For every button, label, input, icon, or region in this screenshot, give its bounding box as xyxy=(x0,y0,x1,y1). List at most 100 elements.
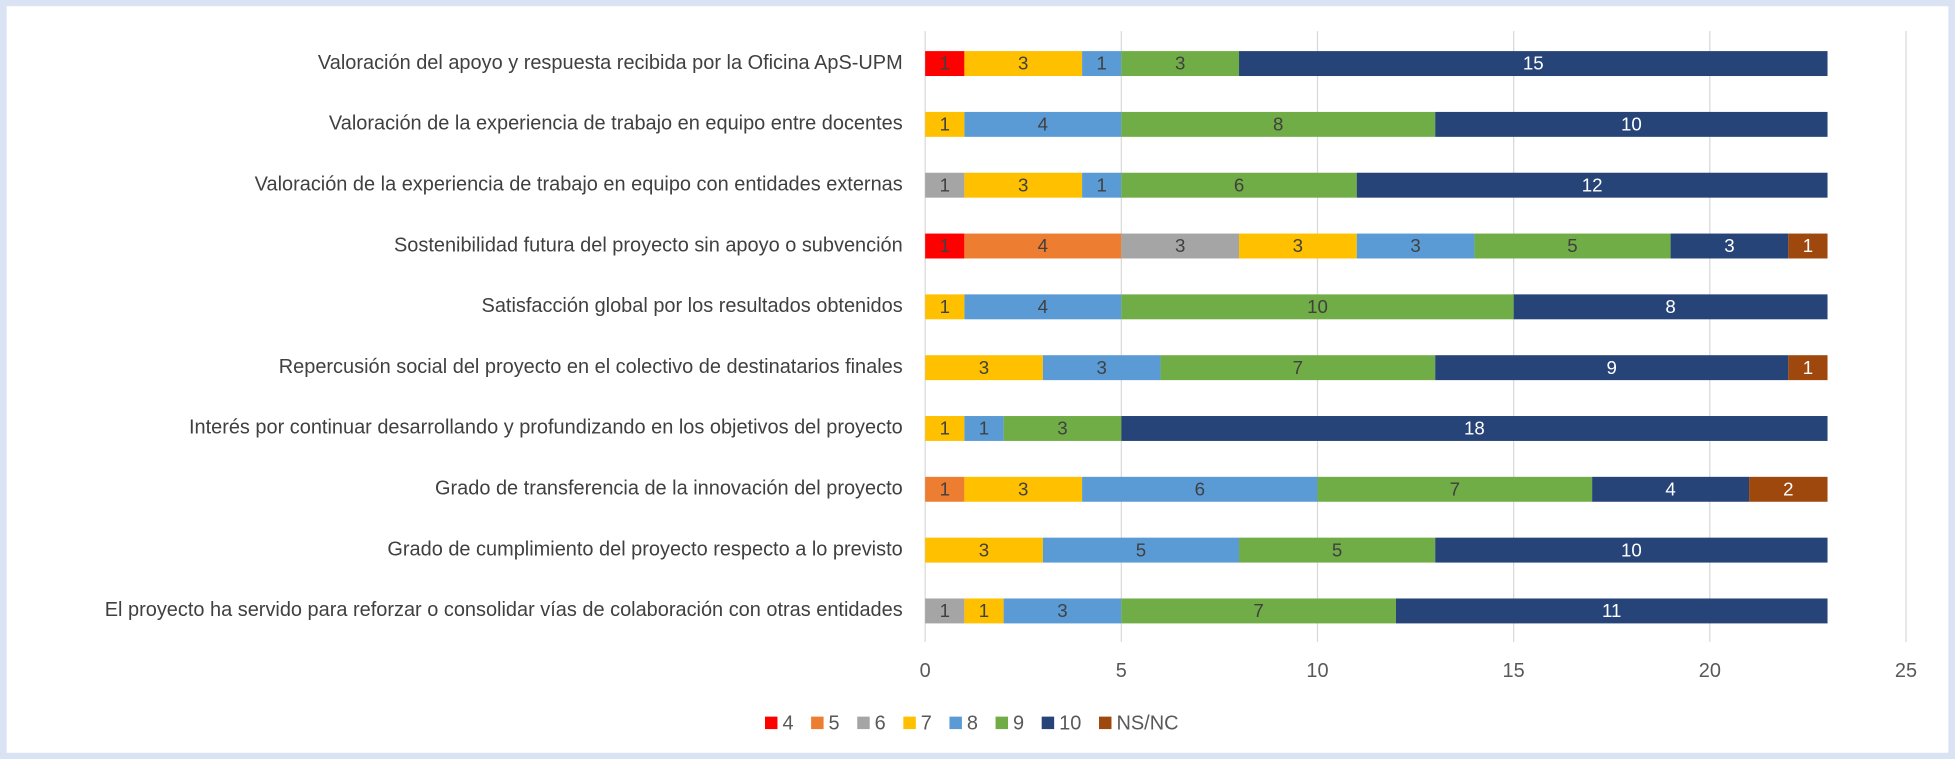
data-label: 1 xyxy=(940,478,950,499)
bar-segment xyxy=(1121,51,1240,77)
legend-label: 10 xyxy=(1059,712,1081,734)
data-label: 3 xyxy=(1018,53,1028,74)
bar-segment xyxy=(964,111,1122,137)
data-label: 1 xyxy=(940,174,950,195)
data-label: 6 xyxy=(1195,478,1205,499)
bar-segment xyxy=(925,172,965,198)
bar-segment xyxy=(1121,294,1514,320)
x-tick-label: 25 xyxy=(1895,660,1917,682)
data-label: 4 xyxy=(1038,114,1048,135)
legend-label: 4 xyxy=(782,712,793,734)
bar-segment xyxy=(925,51,965,77)
data-label: 1 xyxy=(940,114,950,135)
bar-segment xyxy=(925,233,965,259)
bar-segment xyxy=(1160,355,1436,381)
category-label: Valoración de la experiencia de trabajo … xyxy=(329,113,903,135)
data-label: 7 xyxy=(1253,600,1263,621)
bar-segment xyxy=(964,416,1004,441)
bar-segment xyxy=(1239,537,1436,563)
data-label: 3 xyxy=(1410,235,1420,256)
data-label: 4 xyxy=(1665,478,1675,499)
category-label: Valoración del apoyo y respuesta recibid… xyxy=(318,52,903,74)
legend-swatch xyxy=(949,716,962,730)
data-label: 10 xyxy=(1621,539,1642,560)
legend-label: 5 xyxy=(829,712,840,734)
bar-segment xyxy=(964,172,1083,198)
data-label: 7 xyxy=(1450,478,1460,499)
bar-segment xyxy=(1788,355,1828,381)
category-label: El proyecto ha servido para reforzar o c… xyxy=(105,599,903,621)
bar-segment xyxy=(1749,476,1828,502)
legend-swatch xyxy=(1099,716,1112,730)
legend-label: 8 xyxy=(967,712,978,734)
x-tick-label: 0 xyxy=(920,660,931,682)
bar-segment xyxy=(964,294,1122,320)
bar-segment xyxy=(925,111,965,137)
legend-label: NS/NC xyxy=(1116,712,1178,734)
data-label: 1 xyxy=(940,235,950,256)
bar-segment xyxy=(1239,233,1357,259)
legend-swatch xyxy=(903,716,916,730)
bar-segment xyxy=(1082,476,1318,502)
category-label: Interés por continuar desarrollando y pr… xyxy=(189,417,903,439)
data-label: 3 xyxy=(1097,357,1107,378)
bar-segment xyxy=(1670,233,1789,259)
data-label: 3 xyxy=(1293,235,1303,256)
data-label: 3 xyxy=(1018,174,1028,195)
bar-segment xyxy=(1513,294,1828,320)
bar-segment xyxy=(1435,537,1828,563)
data-label: 1 xyxy=(940,53,950,74)
legend-label: 9 xyxy=(1013,712,1024,734)
bar-segment xyxy=(925,355,1043,381)
category-label: Grado de transferencia de la innovación … xyxy=(435,478,903,500)
bar-segment xyxy=(1435,355,1789,381)
data-label: 3 xyxy=(1724,235,1734,256)
bar-segment xyxy=(1474,233,1671,259)
data-label: 3 xyxy=(1018,478,1028,499)
data-label: 10 xyxy=(1307,296,1328,317)
data-label: 8 xyxy=(1273,114,1283,135)
legend-swatch xyxy=(857,716,870,730)
bar-segment xyxy=(925,476,965,502)
data-label: 1 xyxy=(979,600,989,621)
legend-swatch xyxy=(995,716,1009,730)
bar-segment xyxy=(1239,51,1828,77)
data-label: 3 xyxy=(1057,600,1067,621)
bar-segment xyxy=(1121,172,1357,198)
data-label: 15 xyxy=(1523,53,1544,74)
bar-segment xyxy=(964,233,1122,259)
bar-segment xyxy=(925,294,965,320)
data-label: 18 xyxy=(1464,418,1485,439)
bar-segment xyxy=(1435,111,1828,137)
data-label: 1 xyxy=(979,418,989,439)
category-label: Grado de cumplimiento del proyecto respe… xyxy=(387,538,902,560)
data-label: 3 xyxy=(1175,235,1185,256)
legend-swatch xyxy=(1041,716,1055,730)
data-label: 4 xyxy=(1038,296,1048,317)
data-label: 1 xyxy=(1803,357,1813,378)
data-label: 1 xyxy=(940,418,950,439)
bar-segment xyxy=(1042,355,1161,381)
data-label: 8 xyxy=(1665,296,1675,317)
data-label: 1 xyxy=(940,600,950,621)
data-label: 10 xyxy=(1621,114,1642,135)
bar-segment xyxy=(964,598,1004,624)
bar-segment xyxy=(1356,172,1828,198)
bar-segment xyxy=(1003,416,1122,441)
legend-label: 7 xyxy=(921,712,932,734)
bar-segment xyxy=(1317,476,1593,502)
bar-segment xyxy=(1082,51,1122,77)
data-label: 5 xyxy=(1136,539,1146,560)
data-label: 7 xyxy=(1293,357,1303,378)
bar-segment xyxy=(925,537,1043,563)
bar-segment xyxy=(1003,598,1122,624)
data-label: 3 xyxy=(979,357,989,378)
x-tick-label: 20 xyxy=(1699,660,1721,682)
data-label: 3 xyxy=(1175,53,1185,74)
bar-segment xyxy=(925,416,965,441)
data-label: 5 xyxy=(1567,235,1577,256)
bar-segment xyxy=(1788,233,1828,259)
bar-segment xyxy=(1121,111,1436,137)
bar-segment xyxy=(1121,598,1396,624)
